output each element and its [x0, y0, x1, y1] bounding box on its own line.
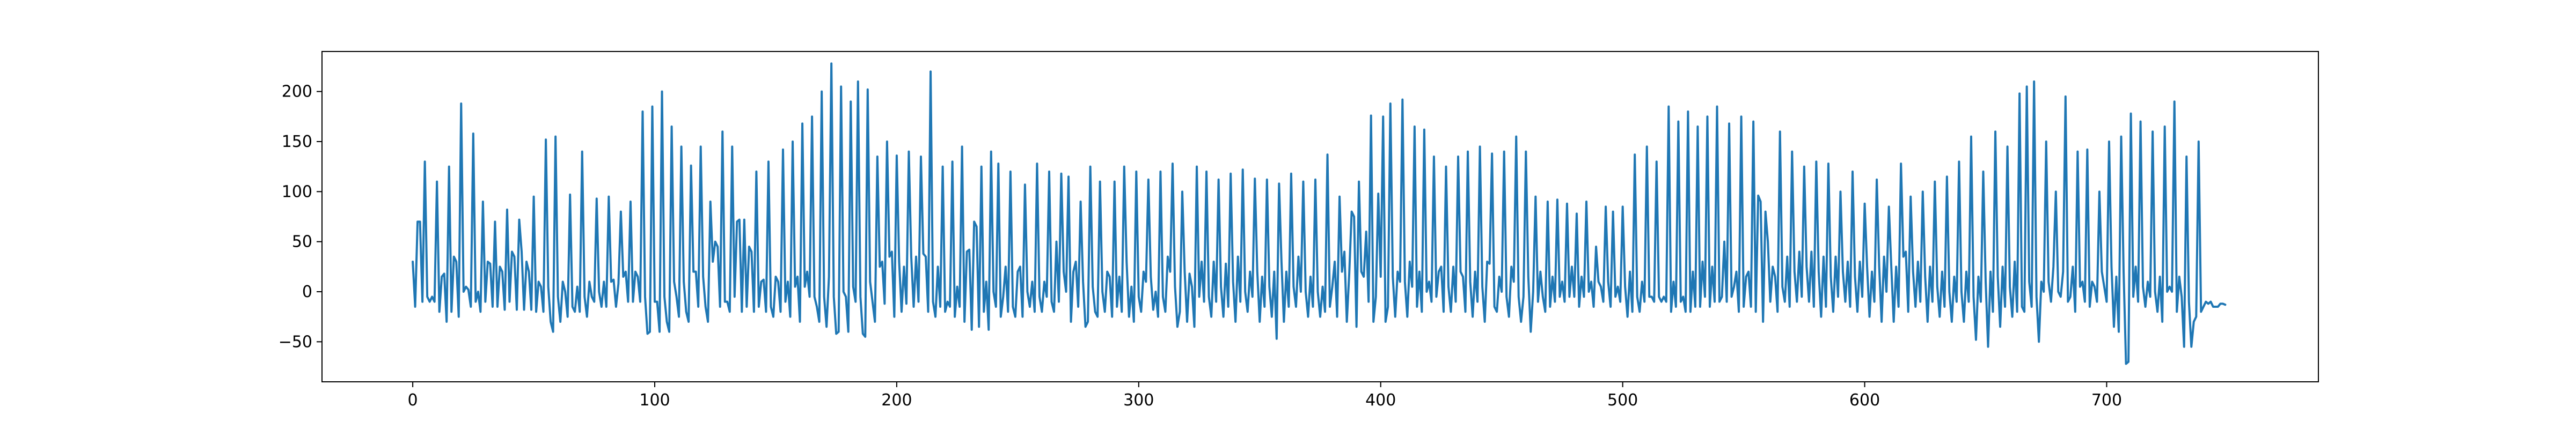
plot-area: [412, 62, 2227, 365]
x-tick-label: 200: [881, 391, 912, 410]
x-tick-label: 600: [1849, 391, 1880, 410]
series-line: [412, 62, 2227, 365]
x-tick-label: 500: [1607, 391, 1638, 410]
axes-frame: [321, 51, 2319, 382]
x-tick-label: 700: [2091, 391, 2122, 410]
x-tick-label: 100: [639, 391, 670, 410]
y-tick-label: 50: [292, 233, 312, 252]
y-tick-label: 200: [282, 83, 312, 101]
y-axis: −50 0 50 100 150 200: [279, 83, 322, 351]
y-tick-label: −50: [279, 332, 312, 351]
y-tick-label: 100: [282, 182, 312, 201]
x-tick-label: 0: [408, 391, 418, 410]
y-tick-label: 0: [302, 283, 312, 301]
x-axis: 0 100 200 300 400 500 600 700: [408, 382, 2122, 410]
x-tick-label: 400: [1365, 391, 1396, 410]
y-tick-label: 150: [282, 132, 312, 151]
x-tick-label: 300: [1123, 391, 1154, 410]
